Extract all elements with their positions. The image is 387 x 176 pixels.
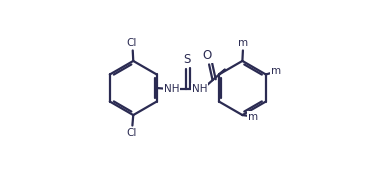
Text: m: m xyxy=(271,66,281,76)
Text: O: O xyxy=(203,49,212,62)
Text: Cl: Cl xyxy=(126,39,137,48)
Text: m: m xyxy=(238,39,248,48)
Text: NH: NH xyxy=(192,84,207,94)
Text: Cl: Cl xyxy=(126,128,137,137)
Text: NH: NH xyxy=(164,84,179,94)
Text: S: S xyxy=(183,53,191,66)
Text: m: m xyxy=(248,112,258,122)
